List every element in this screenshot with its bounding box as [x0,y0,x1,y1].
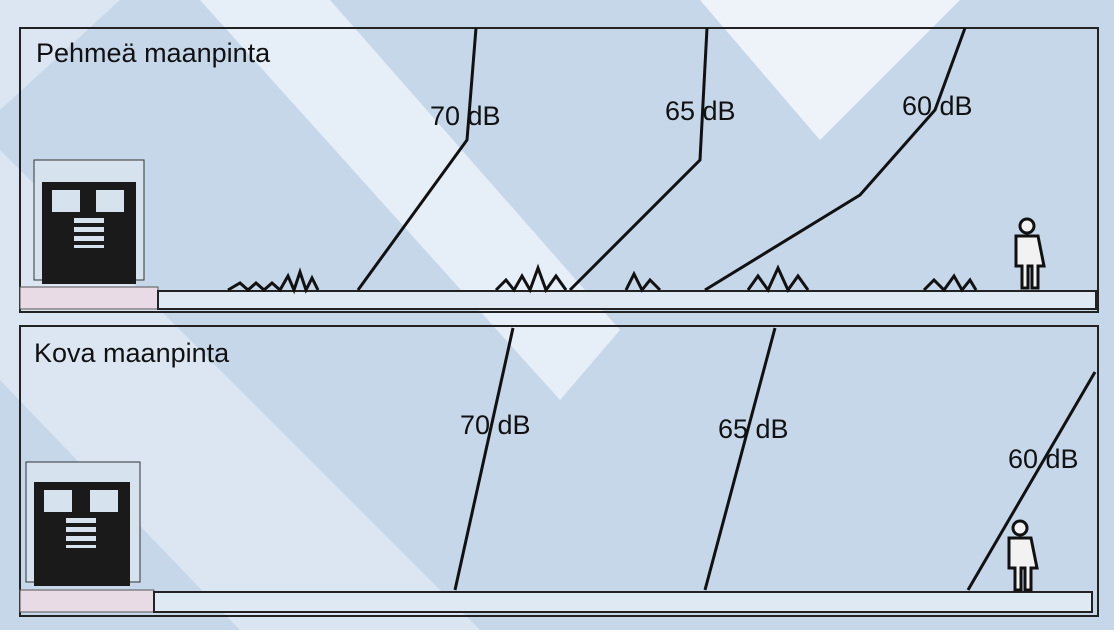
contour-label: 70 dB [430,101,501,131]
road [20,287,158,309]
ground [154,592,1092,612]
truck-icon [34,160,144,284]
panel-title: Pehmeä maanpinta [36,38,271,68]
truck-icon [26,462,140,586]
diagram: Pehmeä maanpinta 70 dB 65 dB 60 dB Kova … [0,0,1114,630]
panel-title: Kova maanpinta [34,338,230,368]
contour-label: 65 dB [665,96,736,126]
contour-label: 70 dB [460,410,531,440]
contour-label: 60 dB [902,91,973,121]
ground [158,291,1096,309]
road [20,590,154,612]
contour-label: 65 dB [718,414,789,444]
contour-label: 60 dB [1008,444,1079,474]
